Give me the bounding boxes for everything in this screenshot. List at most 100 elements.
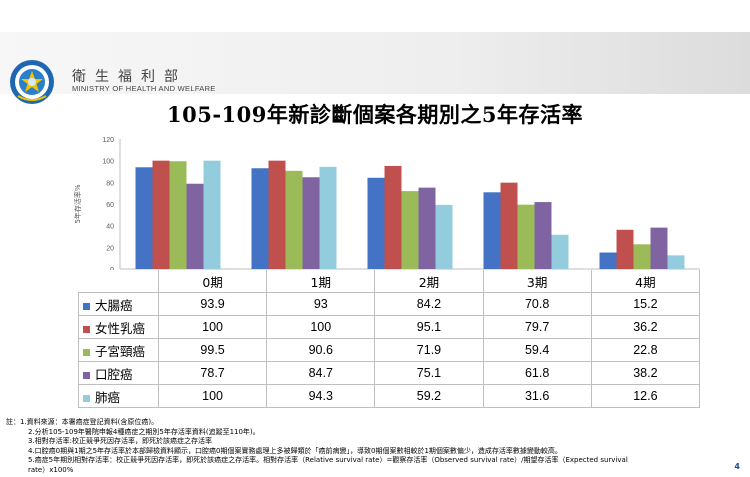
- data-label: 84.2: [374, 292, 484, 316]
- footnote-line: 註：1.資料來源：本署癌症登記資料(含原位癌)。: [6, 418, 159, 426]
- bar: [268, 160, 286, 269]
- data-label: 100: [266, 315, 376, 339]
- data-label: 94.3: [266, 384, 376, 408]
- data-label: 22.8: [590, 338, 701, 362]
- y-tick-label: 60: [106, 202, 114, 209]
- table-row: 女性乳癌 100 100 95.1 79.7 36.2: [78, 315, 701, 339]
- legend-swatch: [83, 394, 90, 402]
- y-tick-label: 80: [106, 180, 114, 187]
- data-label: 31.6: [482, 384, 592, 408]
- data-label: 93: [266, 292, 376, 316]
- data-label: 59.4: [482, 338, 592, 362]
- table-corner: [79, 270, 159, 293]
- page-number: 4: [734, 462, 740, 471]
- footnote-line: 5.癌症5年期別相對存活率：校正競爭死因存活率，即死於該癌症之存活率。相對存活率…: [28, 456, 628, 464]
- data-label: 99.5: [157, 338, 268, 362]
- bar: [169, 161, 187, 269]
- data-table: 0期 1期 2期 3期 4期 大腸癌 93.9 93 84.2 70.8 15.2 女性乳癌 100 10…: [78, 270, 701, 408]
- bar: [599, 252, 617, 269]
- data-label: 75.1: [374, 361, 484, 385]
- data-label: 93.9: [157, 292, 268, 316]
- category-label: 1期: [266, 270, 376, 293]
- legend-entry: 肺癌: [78, 384, 159, 408]
- slide-header: 衛生福利部 MINISTRY OF HEALTH AND WELFARE: [0, 0, 750, 104]
- data-label: 100: [157, 384, 268, 408]
- data-label: 95.1: [374, 315, 484, 339]
- y-tick-label: 100: [102, 159, 114, 166]
- series-name: 肺癌: [95, 389, 121, 405]
- bar: [534, 202, 552, 269]
- header-banner: [0, 32, 750, 94]
- bar: [551, 234, 569, 269]
- ministry-name-en: MINISTRY OF HEALTH AND WELFARE: [72, 84, 216, 93]
- bar: [616, 229, 634, 269]
- legend-swatch: [83, 371, 90, 379]
- bar: [384, 165, 402, 269]
- chart-title: 105-109年新診斷個案各期別之5年存活率: [167, 102, 583, 127]
- table-row: 子宮頸癌 99.5 90.6 71.9 59.4 22.8: [78, 338, 701, 362]
- data-label: 71.9: [374, 338, 484, 362]
- table-row: 大腸癌 93.9 93 84.2 70.8 15.2: [78, 292, 701, 316]
- bar: [302, 177, 320, 269]
- bar: [203, 160, 221, 269]
- bar: [251, 168, 269, 269]
- legend-entry: 口腔癌: [78, 361, 159, 385]
- bar-chart: 0 20 40 60 80 100 120 5年存活率%: [73, 137, 700, 270]
- ministry-logo-icon: [10, 60, 54, 104]
- bar: [186, 183, 204, 269]
- data-label: 70.8: [482, 292, 592, 316]
- data-label: 15.2: [590, 292, 701, 316]
- legend-entry: 女性乳癌: [78, 315, 159, 339]
- footnote-line: 3.相對存活率:校正競爭死因存活率，即死於該癌症之存活率: [28, 437, 213, 445]
- ministry-name-zh: 衛生福利部: [72, 69, 187, 85]
- category-label: 2期: [374, 270, 484, 293]
- series-name: 大腸癌: [95, 297, 133, 313]
- y-tick-label: 20: [106, 245, 114, 252]
- bar: [650, 227, 668, 269]
- bar: [517, 204, 535, 269]
- bar: [367, 177, 385, 269]
- legend-swatch: [83, 348, 90, 356]
- bar: [500, 182, 518, 269]
- bar: [418, 187, 436, 269]
- data-label: 90.6: [266, 338, 376, 362]
- bar: [135, 167, 153, 269]
- y-tick-label: 40: [106, 224, 114, 231]
- footnote-line: 2.分析105-109年醫院申報4種癌症之期別5年存活率資料(追蹤至110年)。: [28, 427, 260, 436]
- footnotes: 註：1.資料來源：本署癌症登記資料(含原位癌)。 2.分析105-109年醫院申報…: [6, 418, 726, 475]
- legend-swatch: [83, 325, 90, 333]
- series-name: 子宮頸癌: [95, 343, 146, 359]
- data-label: 84.7: [266, 361, 376, 385]
- category-label: 3期: [482, 270, 592, 293]
- series-name: 口腔癌: [95, 366, 133, 382]
- bar: [285, 170, 303, 269]
- data-label: 59.2: [374, 384, 484, 408]
- table-row: 口腔癌 78.7 84.7 75.1 61.8 38.2: [78, 361, 701, 385]
- legend-entry: 子宮頸癌: [78, 338, 159, 362]
- data-label: 100: [157, 315, 268, 339]
- bar: [483, 192, 501, 269]
- legend-swatch: [83, 302, 90, 310]
- category-label: 0期: [157, 270, 268, 293]
- table-row: 肺癌 100 94.3 59.2 31.6 12.6: [78, 384, 701, 408]
- data-label: 38.2: [590, 361, 701, 385]
- data-label: 12.6: [590, 384, 701, 408]
- footnote-line: 4.口腔癌0期與1期之5年存活率於本部歸檢資料顯示，口腔癌0期個案實務處理上多被…: [28, 446, 562, 455]
- bar: [633, 244, 651, 269]
- y-tick-label: 120: [102, 137, 114, 144]
- y-tick-label: 0: [110, 267, 114, 270]
- data-label: 61.8: [482, 361, 592, 385]
- data-label: 36.2: [590, 315, 701, 339]
- bar: [667, 255, 685, 269]
- bar: [401, 191, 419, 269]
- y-axis-title: 5年存活率%: [73, 184, 82, 223]
- table-header-row: 0期 1期 2期 3期 4期: [79, 270, 701, 293]
- bar: [435, 204, 453, 269]
- data-label: 78.7: [157, 361, 268, 385]
- bar: [319, 166, 337, 269]
- bar: [152, 160, 170, 269]
- footnote-line: rate）x100%: [28, 465, 74, 474]
- legend-entry: 大腸癌: [78, 292, 159, 316]
- category-label: 4期: [590, 270, 701, 293]
- series-name: 女性乳癌: [95, 320, 146, 336]
